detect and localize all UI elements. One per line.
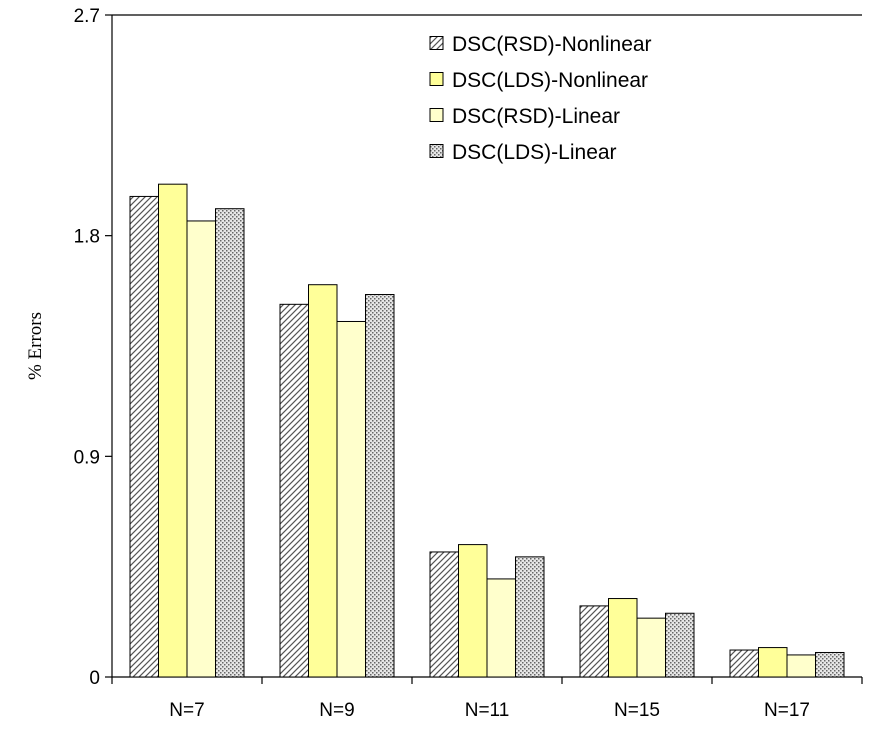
y-tick-label: 0 (89, 668, 100, 689)
x-tick-label: N=15 (614, 700, 660, 721)
x-tick-label: N=11 (465, 700, 510, 721)
legend-swatch (429, 144, 444, 158)
bar (458, 544, 488, 678)
bar-series-group (129, 183, 845, 678)
bar (636, 617, 666, 678)
bar (729, 649, 759, 678)
bar (129, 195, 159, 678)
bar (815, 651, 845, 678)
bar (579, 605, 609, 678)
x-tick-label: N=9 (319, 700, 354, 721)
bar (158, 183, 188, 678)
legend-swatch (429, 36, 444, 50)
legend-swatch (429, 108, 444, 122)
bar (279, 303, 309, 678)
legend-label: DSC(LDS)-Nonlinear (452, 69, 648, 92)
bar (186, 220, 216, 678)
legend-swatch (429, 72, 444, 86)
bar (308, 284, 338, 678)
bar (665, 612, 695, 678)
y-axis-ticks: 0 0.9 1.8 2.7 (74, 6, 112, 689)
bar (429, 551, 459, 678)
bar (515, 556, 545, 678)
bar (786, 654, 816, 678)
bar (758, 647, 788, 678)
legend: DSC(RSD)-Nonlinear DSC(LDS)-Nonlinear DSC(… (429, 33, 652, 164)
bar (336, 320, 366, 678)
legend-label: DSC(RSD)-Linear (452, 105, 620, 128)
y-axis-label: % Errors (25, 312, 46, 380)
bar (365, 294, 395, 678)
y-tick-label: 0.9 (74, 447, 100, 468)
y-tick-label: 1.8 (74, 227, 100, 248)
bar (608, 598, 638, 678)
legend-label: DSC(RSD)-Nonlinear (452, 33, 652, 56)
x-tick-label: N=7 (169, 700, 204, 721)
bar (215, 208, 245, 678)
legend-label: DSC(LDS)-Linear (452, 141, 617, 164)
x-axis-ticks: N=7 N=9 N=11 N=15 N=17 (111, 677, 863, 721)
y-tick-label: 2.7 (74, 6, 100, 27)
x-tick-label: N=17 (764, 700, 810, 721)
bar (486, 578, 516, 678)
